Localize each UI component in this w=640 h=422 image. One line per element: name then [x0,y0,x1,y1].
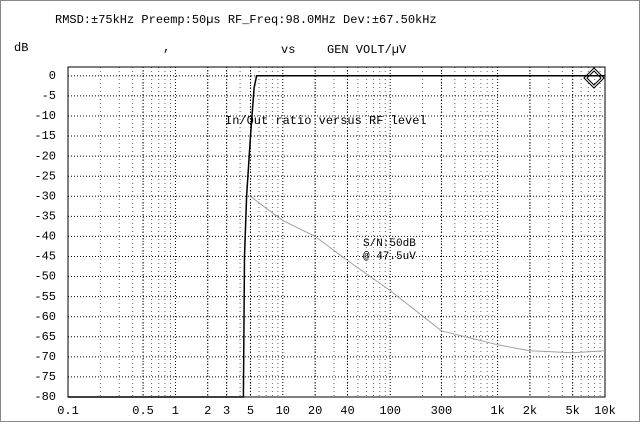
annotation: S/N:50dB [363,238,416,250]
y-tick-label: -55 [34,290,56,304]
y-tick-label: -65 [34,330,56,344]
y-tick-label: -80 [34,390,56,404]
series-line [250,195,606,354]
x-tick-label: 1k [490,404,504,418]
x-tick-label: 40 [340,404,354,418]
y-tick-label: 0 [49,69,56,83]
y-tick-label: -70 [34,350,56,364]
x-axis-separator: , [163,41,170,55]
x-tick-label: 10 [276,404,290,418]
x-tick-label: 1 [172,404,179,418]
x-tick-label: 20 [308,404,322,418]
x-tick-label: 100 [379,404,401,418]
y-tick-label: -15 [34,129,56,143]
x-tick-label: 0.1 [57,404,79,418]
x-tick-label: 2 [204,404,211,418]
y-tick-label: -75 [34,370,56,384]
x-axis-label: GEN VOLT/µV [327,43,407,57]
y-tick-label: -10 [34,109,56,123]
y-tick-label: -5 [42,89,56,103]
annotation: In/Out ratio versus RF level [225,114,427,128]
x-tick-label: 5 [247,404,254,418]
y-tick-label: -40 [34,230,56,244]
y-tick-label: -30 [34,189,56,203]
y-axis-label: dB [14,41,28,55]
x-axis-vs: vs [281,43,295,57]
y-tick-label: -20 [34,149,56,163]
x-tick-label: 0.5 [132,404,154,418]
x-tick-label: 300 [431,404,453,418]
x-tick-label: 2k [523,404,537,418]
y-tick-label: -60 [34,310,56,324]
x-tick-label: 3 [223,404,230,418]
series-line [68,75,605,398]
y-tick-label: -50 [34,270,56,284]
y-tick-label: -45 [34,250,56,264]
x-tick-label: 5k [565,404,579,418]
y-tick-label: -35 [34,210,56,224]
chart-title: RMSD:±75kHz Preemp:50µs RF_Freq:98.0MHz … [55,13,437,27]
x-tick-label: 10k [594,404,616,418]
y-tick-label: -25 [34,169,56,183]
